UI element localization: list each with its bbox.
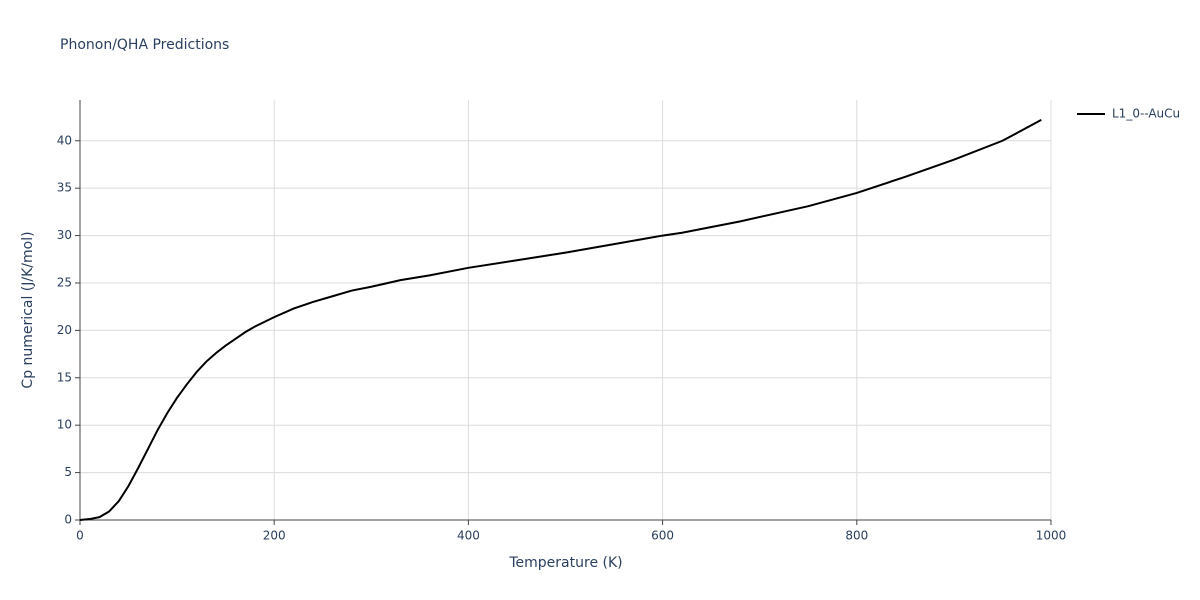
chart-title: Phonon/QHA Predictions	[60, 37, 229, 53]
data-line	[79, 119, 1042, 521]
x-tick-label: 1000	[1036, 529, 1067, 543]
y-tick-label: 30	[57, 228, 72, 242]
x-tick-label: 400	[457, 529, 480, 543]
y-tick-label: 20	[57, 323, 72, 337]
y-tick-label: 0	[64, 513, 72, 527]
y-tick-label: 5	[64, 465, 72, 479]
y-tick-label: 15	[57, 370, 72, 384]
legend-label: L1_0--AuCu	[1112, 107, 1180, 121]
x-tick-label: 0	[76, 529, 84, 543]
y-tick-label: 40	[57, 133, 72, 147]
y-axis-label: Cp numerical (J/K/mol)	[20, 231, 36, 388]
x-tick-label: 800	[845, 529, 868, 543]
x-axis-label: Temperature (K)	[508, 555, 622, 571]
x-tick-label: 600	[651, 529, 674, 543]
y-tick-label: 10	[57, 418, 72, 432]
x-tick-label: 200	[263, 529, 286, 543]
y-tick-label: 25	[57, 275, 72, 289]
y-tick-label: 35	[57, 181, 72, 195]
